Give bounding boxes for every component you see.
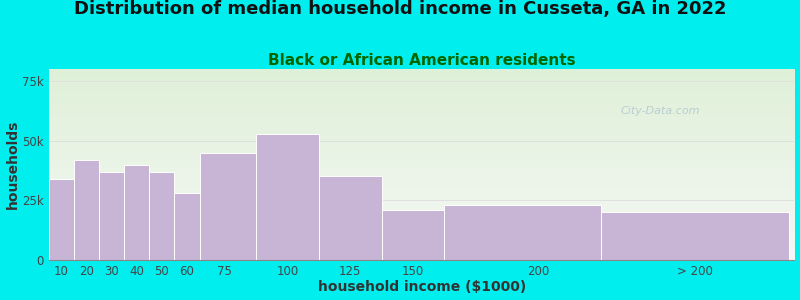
Text: City-Data.com: City-Data.com bbox=[621, 106, 700, 116]
Bar bbox=[318, 176, 382, 260]
Bar bbox=[150, 172, 174, 260]
Bar bbox=[199, 153, 256, 260]
Bar bbox=[382, 210, 444, 260]
Text: Distribution of median household income in Cusseta, GA in 2022: Distribution of median household income … bbox=[74, 0, 726, 18]
Bar bbox=[256, 134, 318, 260]
Bar bbox=[601, 212, 790, 260]
Y-axis label: households: households bbox=[6, 120, 19, 209]
Title: Black or African American residents: Black or African American residents bbox=[268, 53, 575, 68]
X-axis label: household income ($1000): household income ($1000) bbox=[318, 280, 526, 294]
Bar bbox=[49, 179, 74, 260]
Bar bbox=[124, 164, 150, 260]
Bar bbox=[74, 160, 99, 260]
Bar bbox=[99, 172, 124, 260]
Bar bbox=[174, 193, 199, 260]
Bar bbox=[444, 205, 601, 260]
